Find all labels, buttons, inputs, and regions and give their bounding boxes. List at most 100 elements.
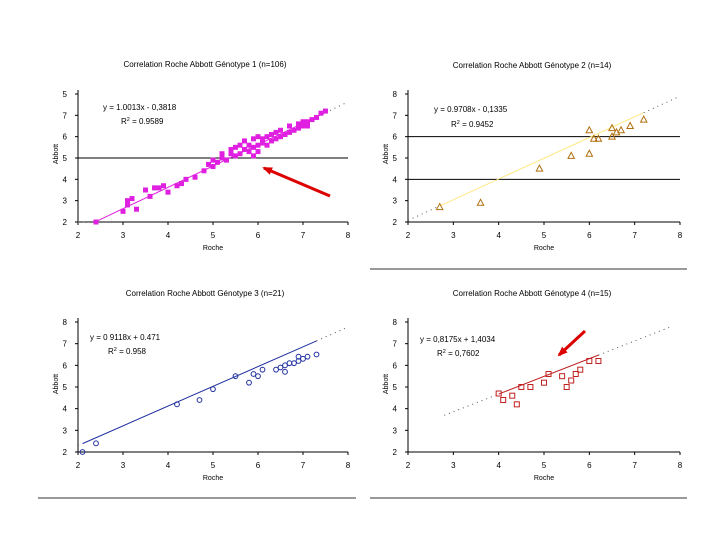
- r-squared: R2 = 0.9589: [121, 117, 164, 126]
- y-tick-label: 4: [63, 175, 68, 184]
- x-tick-label: 3: [121, 231, 126, 240]
- r-squared-value: = 0.958: [117, 347, 147, 356]
- data-point: [283, 132, 288, 137]
- y-tick-label: 7: [63, 340, 68, 349]
- x-tick-label: 6: [587, 461, 592, 470]
- regression-line: [499, 355, 599, 394]
- x-tick-label: 7: [301, 461, 306, 470]
- data-point: [319, 111, 324, 116]
- x-tick-label: 3: [121, 461, 126, 470]
- data-point: [211, 158, 216, 163]
- y-tick-label: 4: [63, 405, 68, 414]
- data-point: [238, 151, 243, 156]
- data-point: [251, 136, 256, 141]
- data-point: [274, 136, 279, 141]
- data-point: [256, 374, 261, 379]
- annotation-arrow: [559, 331, 585, 355]
- data-point: [568, 152, 574, 158]
- y-tick-label: 5: [63, 154, 68, 163]
- data-point: [229, 147, 234, 152]
- regression-equation: y = 0.9708x - 0,1335: [434, 105, 508, 114]
- data-point: [251, 145, 256, 150]
- x-tick-label: 4: [166, 461, 171, 470]
- x-tick-label: 7: [632, 231, 637, 240]
- data-point: [283, 369, 288, 374]
- regression-equation: y = 1.0013x - 0,3818: [103, 103, 177, 112]
- x-tick-label: 8: [346, 461, 351, 470]
- data-point: [627, 123, 633, 129]
- data-point: [260, 136, 265, 141]
- data-point: [269, 138, 274, 143]
- x-tick-label: 6: [256, 461, 261, 470]
- data-point: [211, 387, 216, 392]
- y-tick-label: 2: [63, 448, 68, 457]
- data-point: [134, 207, 139, 212]
- y-tick-label: 3: [393, 197, 398, 206]
- data-point: [510, 393, 515, 398]
- data-point: [224, 158, 229, 163]
- x-tick-label: 4: [166, 231, 171, 240]
- data-point: [586, 150, 592, 156]
- data-point: [206, 162, 211, 167]
- r-squared-value: = 0,7602: [446, 349, 480, 358]
- x-tick-label: 3: [451, 461, 456, 470]
- y-tick-label: 6: [63, 133, 68, 142]
- data-point: [542, 380, 547, 385]
- regression-extension-upper: [326, 102, 349, 113]
- data-point: [274, 130, 279, 135]
- data-point: [175, 183, 180, 188]
- data-point: [314, 115, 319, 120]
- data-point: [260, 367, 265, 372]
- data-point: [184, 177, 189, 182]
- y-tick-label: 5: [393, 383, 398, 392]
- data-point: [233, 145, 238, 150]
- chart-panel-2: Correlation Roche Abbott Génotype 2 (n=1…: [370, 61, 687, 269]
- regression-extension-upper: [644, 96, 680, 113]
- regression-equation: y = 0 9118x + 0.471: [90, 333, 161, 342]
- r-squared-value: = 0.9452: [460, 120, 494, 129]
- data-point: [256, 134, 261, 139]
- data-point: [301, 124, 306, 129]
- data-point: [121, 209, 126, 214]
- data-point: [197, 398, 202, 403]
- y-tick-label: 2: [393, 218, 398, 227]
- regression-line: [83, 341, 317, 444]
- data-point: [215, 160, 220, 165]
- y-tick-label: 3: [63, 197, 68, 206]
- y-tick-label: 8: [63, 318, 68, 327]
- x-tick-label: 5: [211, 461, 216, 470]
- x-axis-label: Roche: [534, 475, 554, 482]
- regression-extension-lower: [78, 444, 83, 446]
- data-point: [596, 359, 601, 364]
- y-tick-label: 4: [393, 175, 398, 184]
- x-tick-label: 2: [76, 461, 81, 470]
- data-point: [242, 138, 247, 143]
- x-tick-label: 8: [678, 231, 683, 240]
- x-tick-label: 8: [346, 231, 351, 240]
- data-point: [94, 220, 99, 225]
- chart-panel-3: Correlation Roche Abbott Génotype 3 (n=2…: [38, 289, 356, 498]
- data-point: [618, 127, 624, 133]
- y-tick-label: 7: [63, 111, 68, 120]
- y-axis-label: Abbott: [383, 144, 390, 164]
- data-point: [193, 175, 198, 180]
- x-axis-label: Roche: [203, 475, 223, 482]
- regression-extension-upper: [317, 327, 349, 341]
- x-axis-label: Roche: [203, 245, 223, 252]
- y-tick-label: 6: [393, 133, 398, 142]
- x-tick-label: 5: [542, 461, 547, 470]
- data-point: [125, 202, 130, 207]
- y-tick-label: 6: [63, 361, 68, 370]
- data-point: [641, 116, 647, 122]
- regression-extension-lower: [408, 206, 440, 220]
- data-point: [94, 441, 99, 446]
- y-tick-label: 8: [393, 318, 398, 327]
- y-tick-label: 3: [393, 426, 398, 435]
- x-tick-label: 2: [406, 231, 411, 240]
- data-point: [536, 165, 542, 171]
- x-tick-label: 5: [542, 231, 547, 240]
- data-point: [260, 141, 265, 146]
- x-tick-label: 7: [632, 461, 637, 470]
